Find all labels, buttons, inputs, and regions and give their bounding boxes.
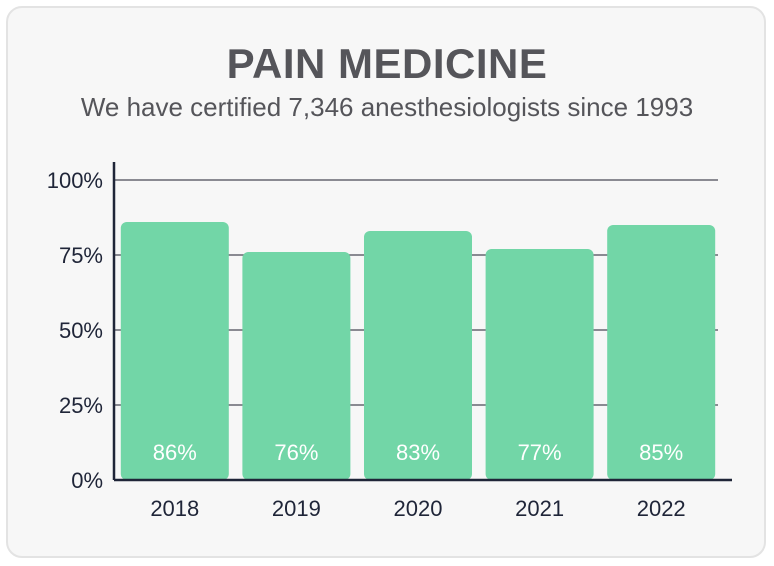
- data-label: 85%: [639, 440, 683, 465]
- y-tick-label: 0%: [71, 468, 103, 493]
- bar-2022: [607, 225, 716, 480]
- axes: [112, 162, 732, 482]
- data-label: 77%: [518, 440, 562, 465]
- y-tick-label: 75%: [59, 243, 103, 268]
- x-tick-label: 2022: [637, 496, 686, 521]
- bar-2020: [364, 231, 472, 480]
- data-label: 76%: [274, 440, 318, 465]
- bar-2021: [485, 249, 594, 480]
- data-label: 83%: [396, 440, 440, 465]
- bar-2018: [120, 222, 229, 480]
- y-tick-label: 25%: [59, 393, 103, 418]
- bar-2019: [242, 252, 351, 480]
- chart-title: PAIN MEDICINE: [226, 40, 548, 87]
- x-tick-label: 2020: [394, 496, 443, 521]
- bars: [120, 222, 716, 480]
- labels: 0% 25% 50% 75% 100% 86% 2018 76% 2019 83% 2020 77% 2…: [47, 168, 686, 521]
- y-tick-label: 50%: [59, 318, 103, 343]
- chart-subtitle: We have certified 7,346 anesthesiologist…: [80, 92, 694, 122]
- x-tick-label: 2021: [515, 496, 564, 521]
- data-label: 86%: [153, 440, 197, 465]
- x-tick-label: 2018: [150, 496, 199, 521]
- y-tick-label: 100%: [47, 168, 103, 193]
- x-tick-label: 2019: [272, 496, 321, 521]
